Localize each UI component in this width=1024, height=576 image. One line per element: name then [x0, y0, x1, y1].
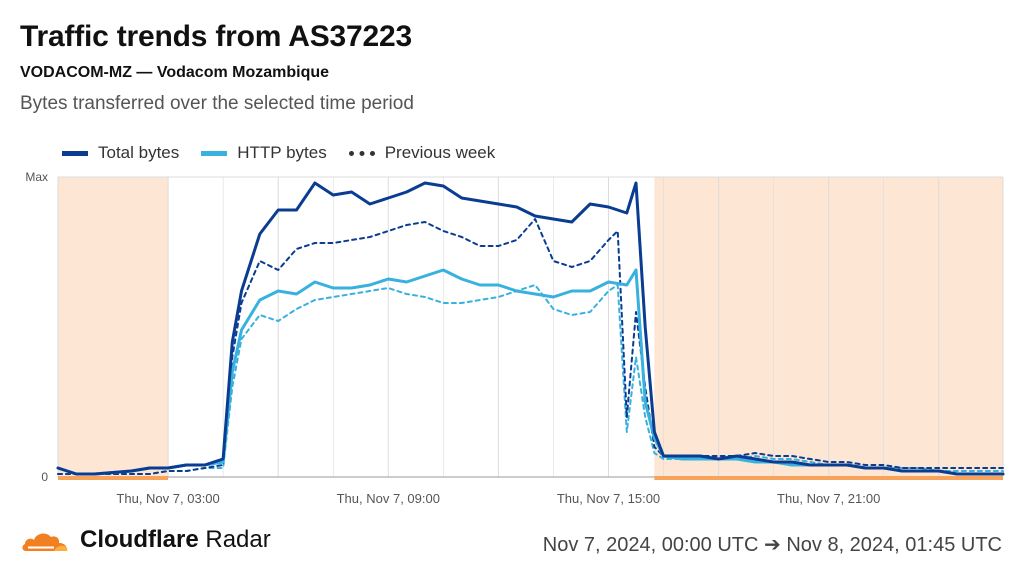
- y-tick-label-zero: 0: [41, 470, 48, 484]
- legend-swatch-total: [62, 150, 88, 156]
- cloudflare-cloud-icon: [22, 533, 68, 551]
- legend-label-total: Total bytes: [98, 143, 180, 162]
- legend-swatch-http: [201, 150, 228, 156]
- time-range: Nov 7, 2024, 00:00 UTC ➔ Nov 8, 2024, 01…: [542, 534, 1002, 556]
- chart-legend: Total bytes HTTP bytes Previous week: [62, 143, 517, 163]
- legend-label-previous: Previous week: [384, 143, 496, 162]
- cloudflare-radar-logo: Cloudflare Radar: [20, 526, 271, 554]
- brand-name: Cloudflare Radar: [80, 526, 271, 554]
- legend-item-total[interactable]: Total bytes: [62, 143, 179, 163]
- chart-description: Bytes transferred over the selected time…: [20, 93, 414, 114]
- chart-title: Traffic trends from AS37223: [20, 20, 412, 53]
- brand-name-bold: Cloudflare: [80, 526, 199, 553]
- night-shade-0: [58, 177, 169, 477]
- series-line-total-bytes: [56, 181, 1005, 476]
- brand-name-light: Radar: [205, 526, 271, 553]
- legend-label-http: HTTP bytes: [237, 143, 327, 162]
- chart-subtitle: VODACOM-MZ — Vodacom Mozambique: [20, 64, 330, 81]
- legend-item-previous[interactable]: Previous week: [348, 143, 496, 163]
- legend-swatch-previous: [348, 150, 375, 156]
- x-tick-label: Thu, Nov 7, 03:00: [116, 491, 219, 506]
- x-tick-label: Thu, Nov 7, 15:00: [557, 491, 660, 506]
- y-tick-label-max: Max: [25, 170, 48, 184]
- x-tick-label: Thu, Nov 7, 21:00: [777, 491, 880, 506]
- x-tick-label: Thu, Nov 7, 09:00: [337, 491, 440, 506]
- legend-item-http[interactable]: HTTP bytes: [201, 143, 327, 163]
